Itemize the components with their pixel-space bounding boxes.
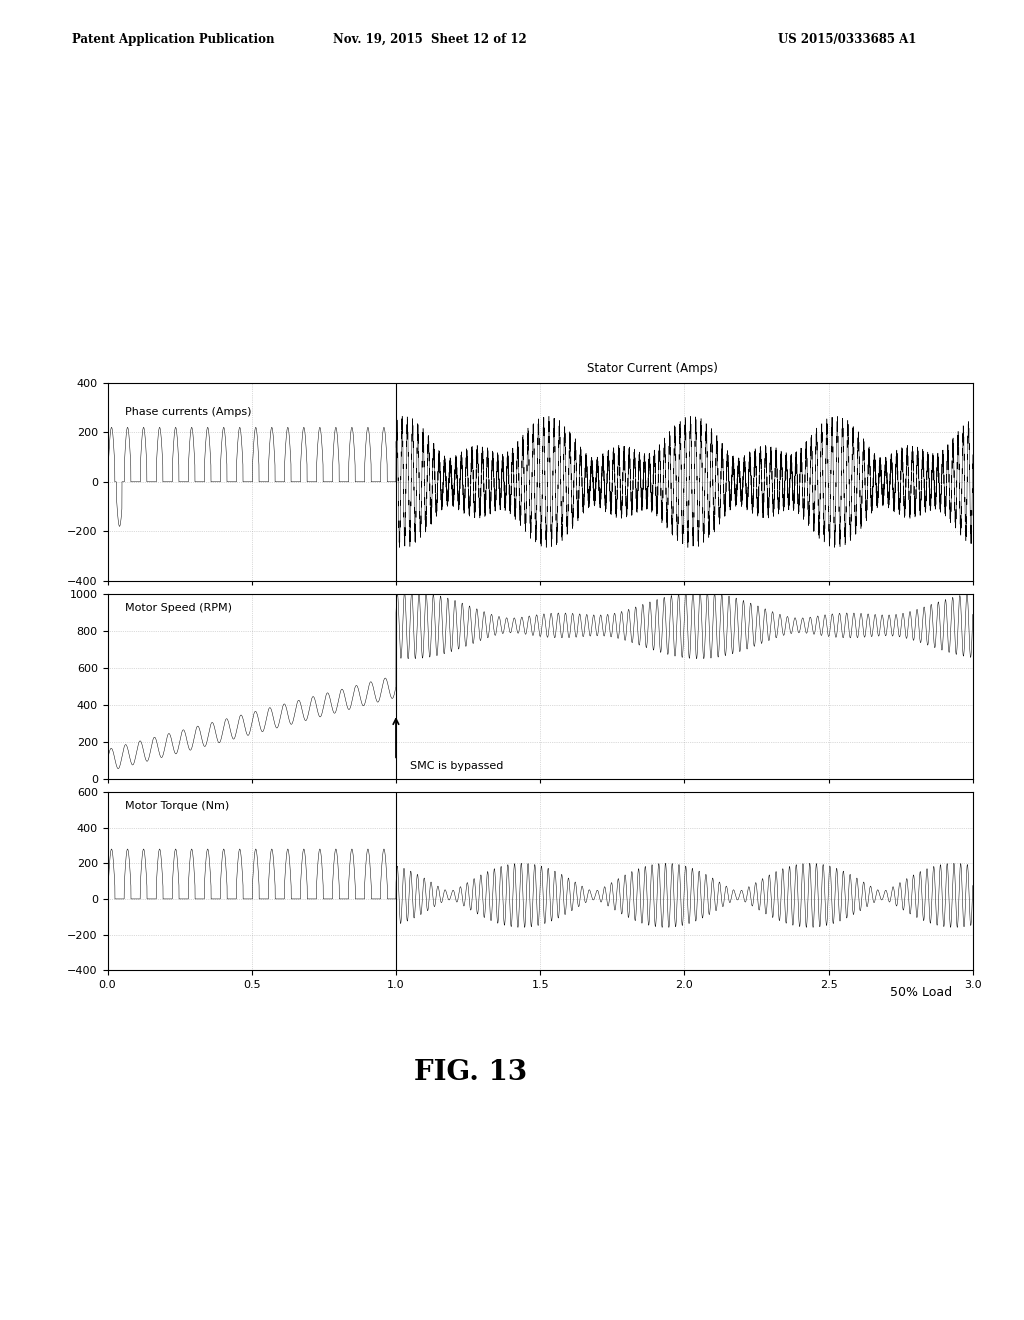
- Text: Phase currents (Amps): Phase currents (Amps): [125, 407, 251, 417]
- Text: Motor Torque (Nm): Motor Torque (Nm): [125, 801, 229, 810]
- Text: FIG. 13: FIG. 13: [415, 1059, 527, 1085]
- Text: Motor Speed (RPM): Motor Speed (RPM): [125, 603, 231, 614]
- Text: Stator Current (Amps): Stator Current (Amps): [587, 362, 718, 375]
- Text: Motor Torque (N·m): Motor Torque (N·m): [479, 805, 601, 817]
- Text: Nov. 19, 2015  Sheet 12 of 12: Nov. 19, 2015 Sheet 12 of 12: [333, 33, 527, 46]
- Text: RPM: RPM: [526, 609, 554, 622]
- Text: SMC is bypassed: SMC is bypassed: [411, 762, 504, 771]
- Text: US 2015/0333685 A1: US 2015/0333685 A1: [778, 33, 916, 46]
- Text: 50% Load: 50% Load: [890, 986, 952, 999]
- Text: Patent Application Publication: Patent Application Publication: [72, 33, 274, 46]
